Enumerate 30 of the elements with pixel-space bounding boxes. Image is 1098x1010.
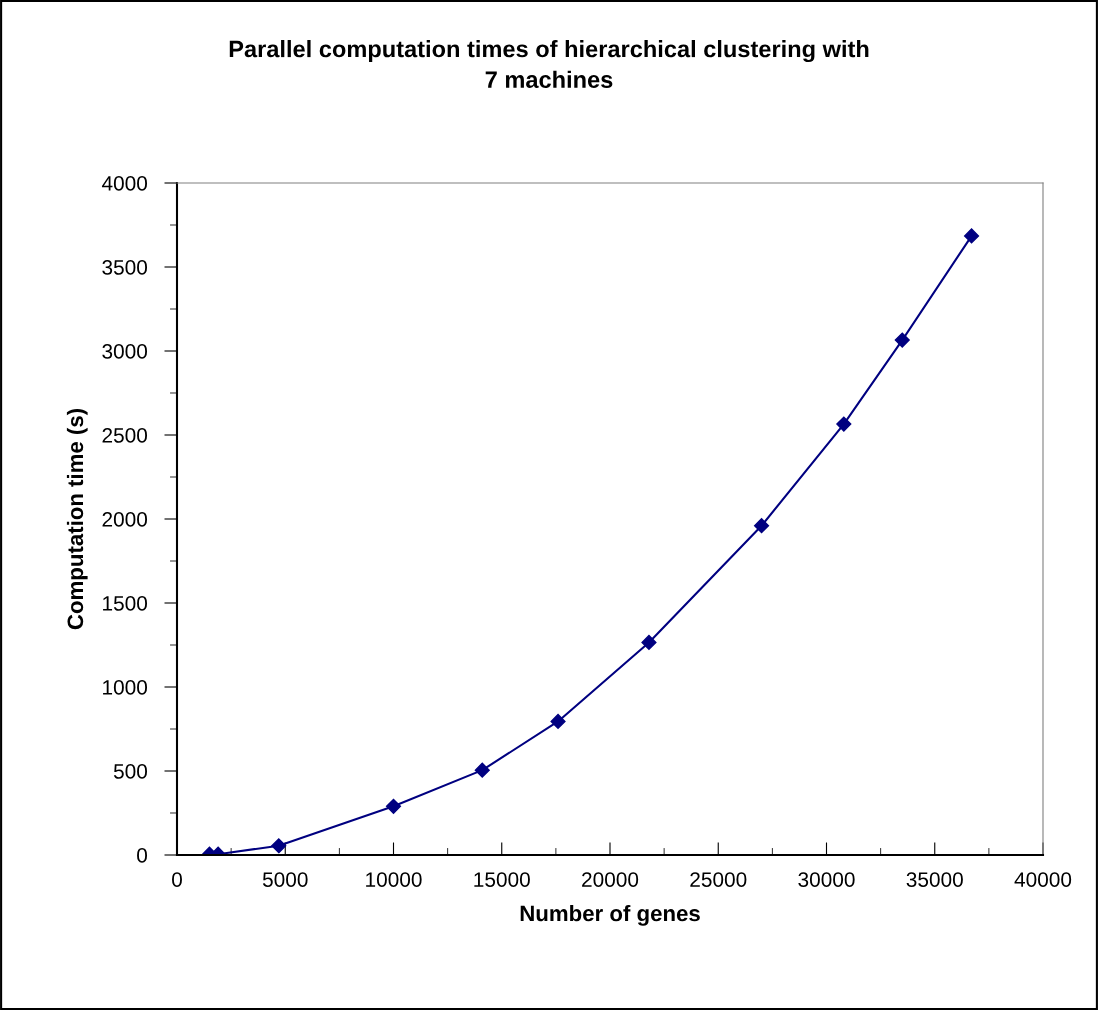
x-tick-label: 35000 xyxy=(906,872,963,887)
point xyxy=(753,518,770,534)
x-tick-label: 0 xyxy=(172,872,182,887)
point xyxy=(271,838,287,854)
x-tick-label: 40000 xyxy=(1014,872,1072,887)
y-tick-label: 1500 xyxy=(103,596,148,611)
y-tick-label: 500 xyxy=(113,764,148,779)
point xyxy=(641,634,657,651)
x-tick-label: 30000 xyxy=(798,872,855,887)
x-tick-label: 10000 xyxy=(366,872,422,887)
x-tick-label: 20000 xyxy=(582,872,639,887)
x-tick-label: 5000 xyxy=(262,872,308,887)
y-axis-title: Computation time (s) xyxy=(66,408,88,630)
x-axis-title: Number of genes xyxy=(520,904,700,926)
point xyxy=(836,416,852,432)
y-tick-label: 3000 xyxy=(102,344,148,359)
y-tick-label: 2000 xyxy=(102,512,148,527)
x-tick-label: 25000 xyxy=(690,872,747,887)
point xyxy=(385,798,402,814)
y-tick-label: 4000 xyxy=(101,176,148,191)
point xyxy=(894,332,910,348)
y-tick-label: 2500 xyxy=(102,428,148,443)
chart-title: Parallel computation times of hierarchical clustering with 7 machines xyxy=(229,40,869,89)
x-tick-label: 15000 xyxy=(474,872,530,887)
y-tick-label: 3500 xyxy=(102,260,148,275)
y-tick-label: 1000 xyxy=(103,680,148,695)
y-tick-label: 0 xyxy=(137,848,148,863)
point xyxy=(963,228,980,244)
point xyxy=(474,762,490,778)
point xyxy=(550,713,566,730)
